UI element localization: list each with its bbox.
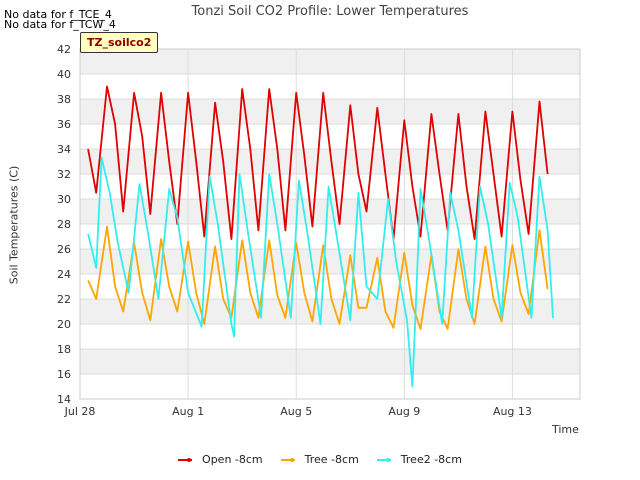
legend-swatch-tree [280,458,295,461]
grid-band [80,299,580,324]
series-line-open [87,85,549,240]
y-tick-label: 36 [57,118,71,131]
x-tick-label: Aug 9 [388,405,420,418]
x-tick-label: Aug 1 [172,405,204,418]
grid-band [80,349,580,374]
legend-label-tree: Tree -8cm [304,453,359,466]
y-tick-label: 42 [57,43,71,56]
grid-band [80,49,580,74]
legend: Open -8cm Tree -8cm Tree2 -8cm [0,453,640,466]
plot-border [79,48,581,400]
series-line-tree2 [87,156,554,388]
no-data-note-tce: No data for f_TCE_4 [4,8,112,21]
y-tick-label: 34 [57,143,71,156]
legend-item-tree: Tree -8cm [280,453,359,466]
grid-bands [80,49,580,374]
y-tick-label: 30 [57,193,71,206]
no-data-note-tcw: No data for f_TCW_4 [4,18,116,31]
legend-dot-tree2 [385,457,390,462]
y-tick-label: 32 [57,168,71,181]
y-tick-label: 18 [57,343,71,356]
chart-title: Tonzi Soil CO2 Profile: Lower Temperatur… [191,4,469,19]
legend-dot-open [187,457,192,462]
y-tick-label: 28 [57,218,71,231]
x-tick-label: Jul 28 [64,405,96,418]
legend-swatch-tree2 [376,458,391,461]
legend-label-tree2: Tree2 -8cm [400,453,462,466]
y-tick-label: 20 [57,318,71,331]
legend-swatch-open [178,458,193,461]
y-tick-label: 40 [57,68,71,81]
x-axis-ticks: Jul 28 Aug 1 Aug 5 Aug 9 Aug 13 [64,405,532,418]
y-tick-label: 24 [57,268,71,281]
series-lines [87,85,554,388]
legend-item-open: Open -8cm [178,453,263,466]
site-tag[interactable]: TZ_soilco2 [80,32,159,53]
y-axis-ticks: 14 16 18 20 22 24 26 28 30 32 34 36 38 40 42 [57,43,71,406]
y-tick-label: 22 [57,293,71,306]
legend-dot-tree [289,457,294,462]
y-tick-label: 26 [57,243,71,256]
y-tick-label: 38 [57,93,71,106]
legend-item-tree2: Tree2 -8cm [376,453,462,466]
grid-band [80,99,580,124]
x-axis-label: Time [552,423,579,436]
x-tick-label: Aug 5 [280,405,312,418]
y-tick-label: 16 [57,368,71,381]
x-tick-label: Aug 13 [493,405,532,418]
y-tick-label: 14 [57,393,71,406]
legend-label-open: Open -8cm [202,453,263,466]
